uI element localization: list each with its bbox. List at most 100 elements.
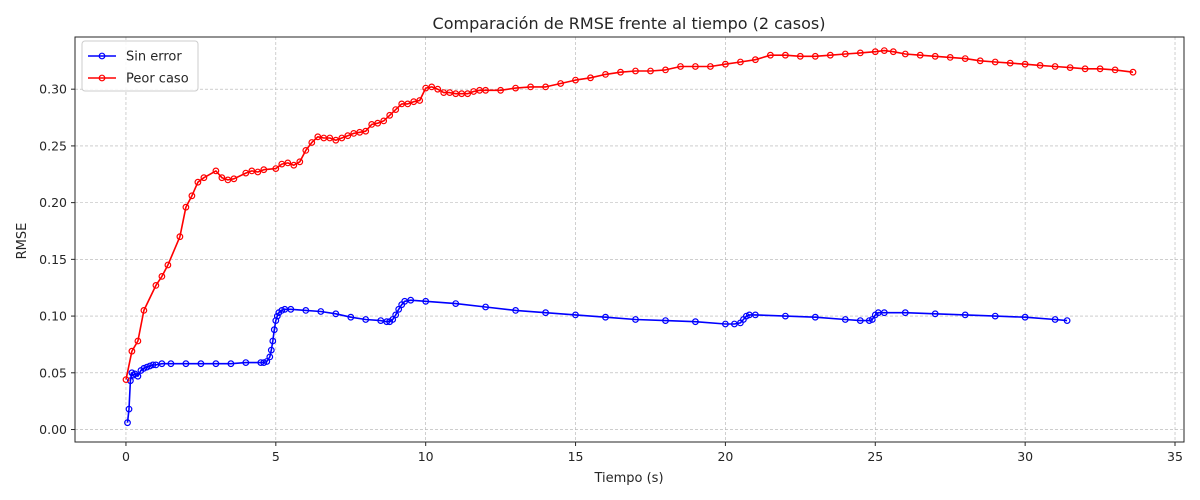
data-point [152,361,160,369]
y-tick-label: 0.25 [39,138,67,153]
data-point [991,312,999,320]
data-point [290,161,298,169]
data-point [368,120,376,128]
data-point [542,83,549,91]
data-point [752,311,759,319]
y-tick-label: 0.05 [39,365,67,380]
data-point [464,90,472,98]
legend-marker [98,52,106,60]
data-point [587,74,594,82]
data-point [901,309,909,317]
data-point [1051,316,1059,323]
data-point [482,303,490,311]
data-point [880,309,888,317]
data-point [124,419,131,427]
data-point [362,316,370,323]
data-point [272,165,280,173]
data-point [572,311,579,319]
data-point [410,98,418,106]
data-point [392,311,400,319]
data-point [422,84,430,92]
data-point [200,174,208,182]
data-point [946,54,954,61]
data-point [1063,317,1071,325]
data-point [197,360,205,368]
data-point [826,51,834,59]
y-tick-label: 0.00 [39,422,67,437]
data-point [811,313,819,321]
data-point [1066,64,1074,71]
data-point [284,159,292,167]
x-tick-label: 25 [867,449,883,464]
data-point [182,203,190,211]
data-point [395,305,403,313]
data-point [991,58,999,66]
data-point [273,312,281,320]
data-point [1036,62,1044,69]
data-point [557,80,564,87]
data-point [632,316,639,323]
data-point [527,83,534,91]
data-point [296,158,304,166]
data-point [125,405,133,413]
x-tick-label: 35 [1167,449,1183,464]
data-point [218,174,226,182]
data-point [188,192,196,200]
y-tick-label: 0.15 [39,252,67,267]
data-point [482,86,490,94]
data-point [677,63,684,70]
data-point [961,55,969,62]
data-point [782,312,789,320]
data-point [272,317,280,325]
data-point [278,307,286,314]
data-point [242,169,250,177]
data-point [722,320,729,328]
data-point [152,282,160,289]
data-point [617,68,624,76]
data-point [976,57,984,65]
data-point [416,97,424,104]
data-point [326,134,334,142]
data-point [497,86,505,94]
data-point [140,364,148,372]
legend-entry-sin-error: Sin error [88,50,182,65]
data-point [227,360,235,368]
y-tick-label: 0.10 [39,309,67,324]
data-point [1006,59,1014,67]
data-point [308,139,316,146]
data-point [230,175,238,183]
data-point [242,359,250,367]
data-point [140,307,148,314]
data-point [407,296,415,304]
data-point [128,347,136,355]
data-point [856,49,864,57]
data-point [470,88,478,95]
data-point [270,326,278,334]
data-point [149,361,157,369]
data-point [347,313,355,321]
data-point [422,297,430,305]
y-axis-label: RMSE [15,223,30,260]
legend-entry-peor-caso: Peor caso [88,72,189,87]
data-point [782,51,789,59]
data-point [332,310,340,318]
data-point [389,316,397,323]
data-point [126,377,134,385]
data-point [767,51,774,59]
y-tick-label: 0.20 [39,195,67,210]
data-point [129,371,137,379]
data-point [158,273,166,280]
data-point [512,307,519,314]
legend-marker [98,74,106,82]
data-point [602,70,609,78]
data-point [176,233,184,241]
data-point [374,119,382,127]
y-tick-label: 0.30 [39,82,67,97]
data-point [260,166,268,174]
x-tick-label: 20 [717,449,733,464]
data-point [134,337,142,345]
x-tick-label: 10 [418,449,434,464]
data-point [287,305,295,313]
data-point [796,52,804,60]
data-point [1021,313,1029,321]
